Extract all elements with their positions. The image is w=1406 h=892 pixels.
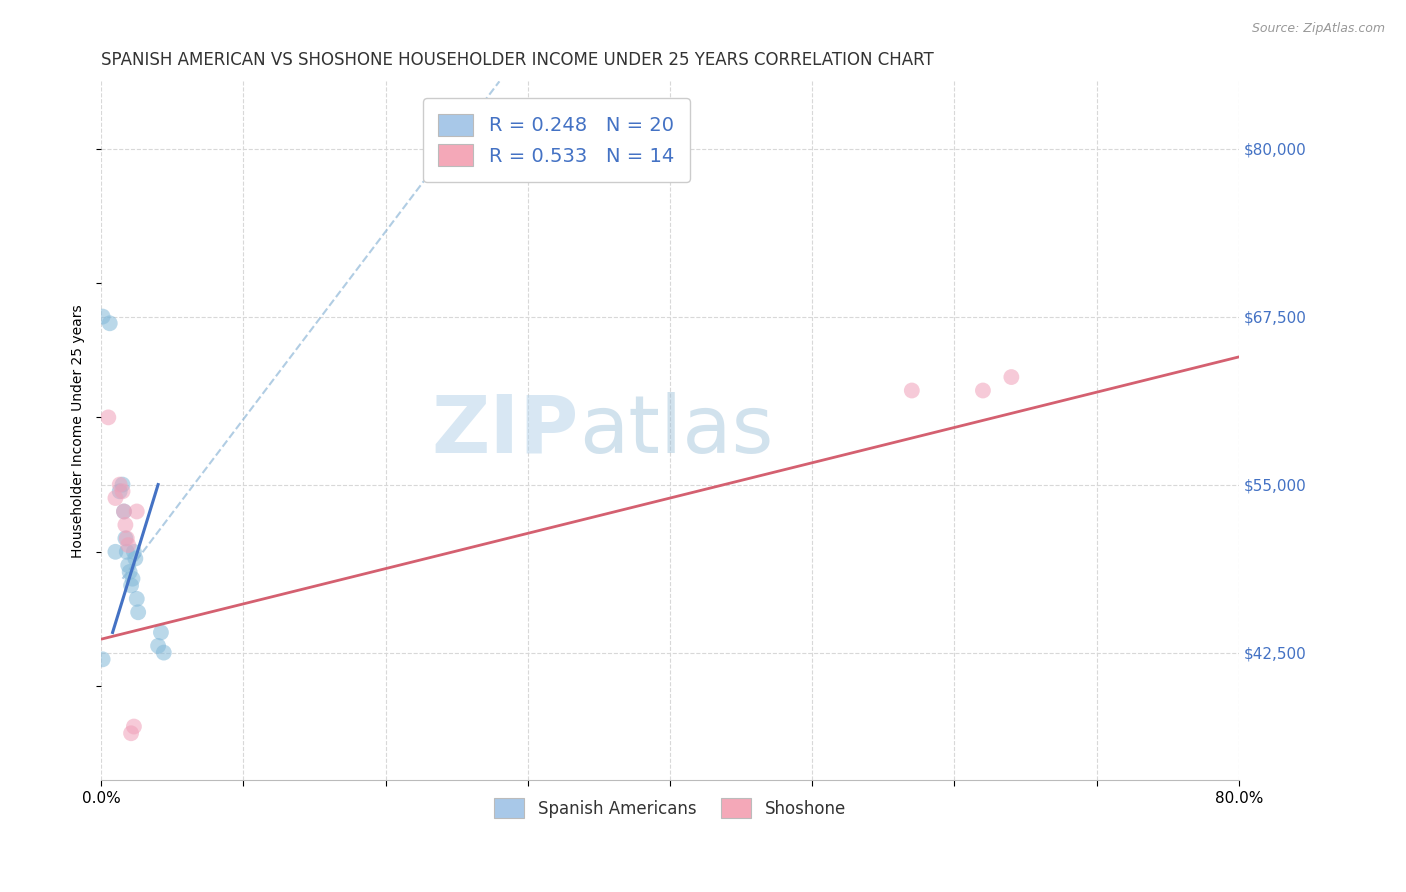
Point: [125, 591, 148, 606]
Point: [127, 605, 149, 619]
Point: [120, 578, 142, 592]
Point: [972, 384, 994, 398]
Point: [98, 316, 121, 330]
Text: Source: ZipAtlas.com: Source: ZipAtlas.com: [1251, 22, 1385, 36]
Point: [108, 484, 131, 499]
Point: [104, 491, 127, 505]
Point: [114, 517, 136, 532]
Point: [91, 652, 114, 666]
Point: [104, 545, 127, 559]
Legend: Spanish Americans, Shoshone: Spanish Americans, Shoshone: [488, 792, 852, 824]
Point: [146, 639, 169, 653]
Point: [152, 646, 174, 660]
Point: [118, 565, 141, 579]
Point: [111, 484, 134, 499]
Text: ZIP: ZIP: [432, 392, 579, 470]
Point: [115, 545, 138, 559]
Point: [121, 572, 143, 586]
Point: [115, 532, 138, 546]
Point: [108, 477, 131, 491]
Point: [124, 551, 146, 566]
Point: [114, 532, 136, 546]
Point: [122, 720, 145, 734]
Point: [111, 477, 134, 491]
Point: [1000, 370, 1022, 384]
Point: [117, 558, 139, 573]
Point: [117, 538, 139, 552]
Point: [91, 310, 114, 324]
Point: [125, 504, 148, 518]
Point: [149, 625, 172, 640]
Point: [120, 726, 142, 740]
Point: [901, 384, 924, 398]
Y-axis label: Householder Income Under 25 years: Householder Income Under 25 years: [72, 304, 86, 558]
Point: [97, 410, 120, 425]
Point: [122, 545, 145, 559]
Point: [112, 504, 135, 518]
Text: atlas: atlas: [579, 392, 773, 470]
Point: [112, 504, 135, 518]
Text: SPANISH AMERICAN VS SHOSHONE HOUSEHOLDER INCOME UNDER 25 YEARS CORRELATION CHART: SPANISH AMERICAN VS SHOSHONE HOUSEHOLDER…: [101, 51, 934, 69]
